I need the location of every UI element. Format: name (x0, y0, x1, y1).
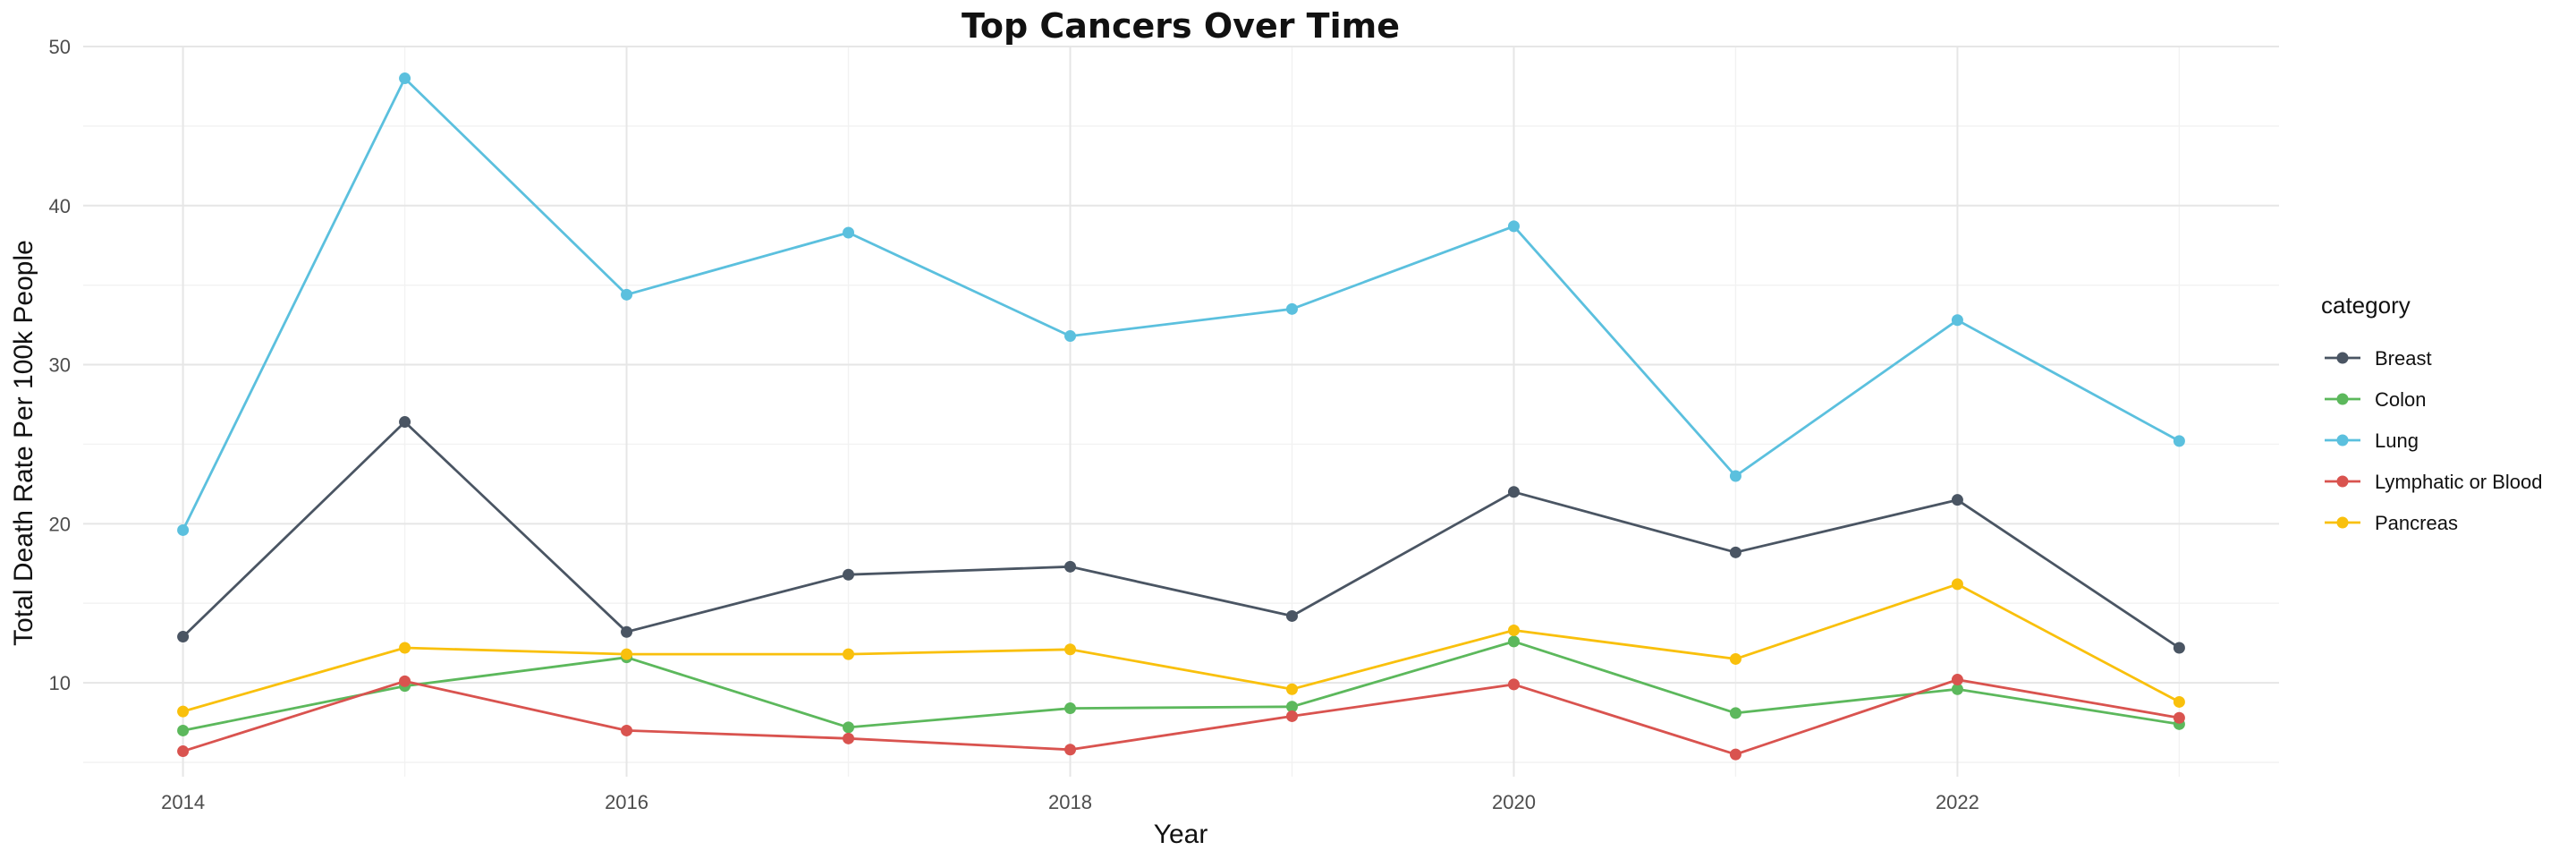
series-line (182, 678, 2180, 756)
series-line (182, 77, 2181, 532)
legend-label: Pancreas (2375, 512, 2458, 534)
data-point (1285, 609, 1298, 622)
chart-title: Top Cancers Over Time (962, 6, 1400, 46)
series-colon (177, 635, 2185, 736)
data-point (1507, 486, 1520, 498)
data-point (843, 226, 855, 239)
data-point (1064, 702, 1077, 715)
data-point (177, 745, 190, 758)
data-point (621, 648, 633, 660)
legend-label: Lung (2375, 430, 2419, 452)
x-tick-label: 2022 (1936, 791, 1979, 813)
series-lung (177, 72, 2185, 536)
legend-item: Lung (2325, 430, 2419, 452)
data-point (843, 568, 855, 581)
data-point (1064, 330, 1077, 343)
series-line (182, 640, 2180, 732)
data-point (843, 732, 855, 744)
series-line (182, 583, 2181, 713)
data-point (1729, 470, 1741, 482)
data-point (1064, 643, 1077, 656)
data-point (1729, 748, 1741, 761)
data-point (1951, 683, 1963, 695)
data-point (1951, 494, 1963, 506)
series-line (182, 421, 2181, 650)
data-point (843, 721, 855, 734)
data-point (1951, 674, 1963, 686)
data-point (399, 72, 411, 85)
x-axis-title: Year (1154, 820, 1208, 849)
axes: 2014 2016 2018 2020 2022 10 20 30 40 50 (49, 36, 1979, 813)
legend-label: Breast (2375, 347, 2432, 370)
data-point (177, 631, 190, 643)
data-point (2173, 642, 2185, 654)
y-tick-label: 10 (49, 672, 71, 694)
y-tick-label: 20 (49, 513, 71, 535)
legend: category Breast Colon Lung Lymphatic or Bloo… (2321, 292, 2543, 534)
legend-label: Colon (2375, 388, 2426, 411)
legend-item: Lymphatic or Blood (2325, 471, 2543, 493)
x-tick-label: 2016 (605, 791, 648, 813)
grid (83, 46, 2279, 777)
legend-item: Breast (2325, 347, 2432, 370)
legend-key-point (2336, 434, 2349, 447)
data-point (621, 288, 633, 301)
data-point (843, 648, 855, 660)
data-point (1064, 560, 1077, 573)
data-point (177, 523, 190, 536)
data-point (177, 705, 190, 718)
data-point (1729, 707, 1741, 719)
data-point (2173, 711, 2185, 724)
data-point (399, 642, 411, 654)
data-point (1507, 635, 1520, 648)
data-point (399, 416, 411, 429)
legend-key-point (2336, 352, 2349, 364)
data-point (1507, 624, 1520, 636)
data-point (1729, 546, 1741, 558)
data-point (1951, 314, 1963, 327)
y-axis-title: Total Death Rate Per 100k People (9, 240, 38, 646)
data-point (1064, 744, 1077, 756)
legend-key-point (2336, 475, 2349, 488)
legend-item: Pancreas (2325, 512, 2458, 534)
data-point (1951, 578, 1963, 591)
data-point (1285, 683, 1298, 695)
legend-item: Colon (2325, 388, 2426, 411)
legend-label: Lymphatic or Blood (2375, 471, 2543, 493)
series-layer (177, 72, 2185, 761)
y-tick-label: 50 (49, 36, 71, 58)
series-lymphatic-or-blood (177, 674, 2185, 761)
x-tick-label: 2014 (161, 791, 205, 813)
legend-key-point (2336, 393, 2349, 405)
data-point (399, 675, 411, 687)
series-pancreas (177, 578, 2185, 718)
legend-key-point (2336, 516, 2349, 529)
data-point (177, 724, 190, 736)
data-point (2173, 435, 2185, 447)
data-point (1285, 701, 1298, 713)
data-point (621, 625, 633, 638)
data-point (1729, 652, 1741, 665)
data-point (1507, 220, 1520, 233)
data-point (1507, 678, 1520, 691)
data-point (1285, 710, 1298, 722)
x-tick-label: 2018 (1048, 791, 1092, 813)
x-tick-label: 2020 (1492, 791, 1536, 813)
data-point (621, 724, 633, 736)
y-tick-label: 40 (49, 195, 71, 217)
legend-title: category (2321, 292, 2411, 319)
y-tick-label: 30 (49, 354, 71, 377)
data-point (2173, 695, 2185, 708)
series-breast (177, 416, 2185, 654)
data-point (1285, 302, 1298, 315)
